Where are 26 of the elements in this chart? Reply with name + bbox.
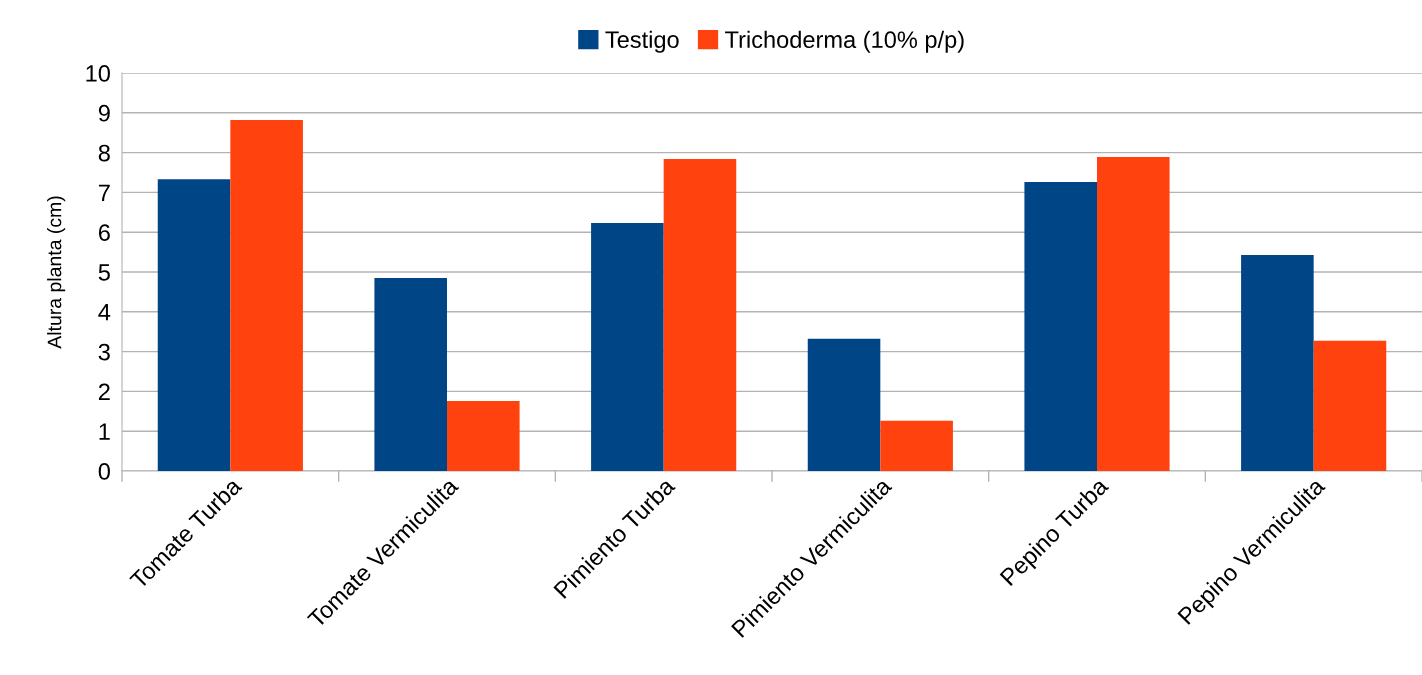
y-tick-label: 8 xyxy=(98,144,110,162)
bar xyxy=(591,223,664,471)
bar xyxy=(157,179,231,471)
y-tick-label: 1 xyxy=(99,423,110,440)
y-tick-label: 2 xyxy=(98,383,110,400)
bar xyxy=(230,119,303,471)
y-tick-label: 0 xyxy=(98,463,110,480)
bar xyxy=(447,400,520,471)
y-tick-label: 5 xyxy=(98,264,110,281)
legend-label: Testigo xyxy=(605,30,679,53)
y-tick-label: 9 xyxy=(98,104,110,122)
y-tick-label: 3 xyxy=(98,343,110,361)
bar xyxy=(1241,254,1314,471)
y-axis-title: Altura planta (cm) xyxy=(47,196,66,349)
bar xyxy=(374,277,447,471)
bar xyxy=(1024,182,1097,471)
legend-label: Trichoderma (10% p/p) xyxy=(725,30,964,53)
bar xyxy=(1313,340,1387,471)
y-tick-label: 6 xyxy=(98,224,110,241)
bar xyxy=(663,158,737,471)
y-tick-label: 10 xyxy=(86,65,110,82)
bar xyxy=(1097,156,1170,471)
y-tick-label: 7 xyxy=(98,184,110,201)
bar xyxy=(880,420,953,471)
bar xyxy=(807,338,881,471)
y-tick-label: 4 xyxy=(98,304,111,321)
